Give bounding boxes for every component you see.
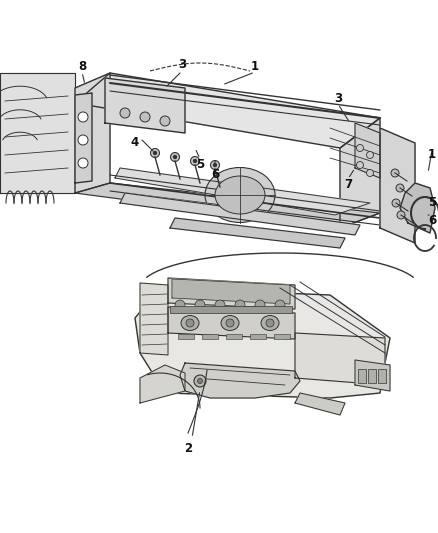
Polygon shape bbox=[400, 183, 435, 233]
Ellipse shape bbox=[205, 167, 275, 222]
Text: 2: 2 bbox=[184, 441, 192, 455]
Polygon shape bbox=[140, 365, 185, 403]
Polygon shape bbox=[355, 123, 380, 178]
Polygon shape bbox=[168, 307, 295, 339]
Polygon shape bbox=[172, 279, 290, 304]
Polygon shape bbox=[120, 193, 360, 235]
Text: 8: 8 bbox=[78, 60, 86, 72]
Circle shape bbox=[275, 300, 285, 310]
Text: 5: 5 bbox=[428, 197, 436, 209]
Circle shape bbox=[78, 135, 88, 145]
Text: 1: 1 bbox=[251, 60, 259, 72]
Polygon shape bbox=[115, 168, 370, 215]
Bar bbox=[368, 369, 376, 383]
Circle shape bbox=[255, 300, 265, 310]
Circle shape bbox=[175, 300, 185, 310]
Polygon shape bbox=[105, 78, 185, 133]
Text: 6: 6 bbox=[211, 168, 219, 182]
Bar bbox=[378, 369, 386, 383]
Circle shape bbox=[120, 108, 130, 118]
Circle shape bbox=[153, 151, 156, 155]
Polygon shape bbox=[355, 360, 390, 391]
Text: 3: 3 bbox=[178, 59, 186, 71]
Circle shape bbox=[367, 151, 374, 158]
Polygon shape bbox=[75, 93, 92, 183]
Bar bbox=[170, 306, 292, 313]
Ellipse shape bbox=[181, 316, 199, 330]
Ellipse shape bbox=[261, 316, 279, 330]
Circle shape bbox=[170, 152, 180, 161]
Text: 4: 4 bbox=[131, 136, 139, 149]
Text: 5: 5 bbox=[196, 158, 204, 172]
Polygon shape bbox=[295, 333, 385, 385]
Circle shape bbox=[191, 157, 199, 166]
Bar bbox=[178, 334, 194, 339]
Circle shape bbox=[367, 169, 374, 176]
Circle shape bbox=[160, 116, 170, 126]
Polygon shape bbox=[75, 73, 110, 193]
Circle shape bbox=[195, 300, 205, 310]
Circle shape bbox=[396, 184, 404, 192]
Polygon shape bbox=[0, 73, 75, 193]
Circle shape bbox=[211, 160, 219, 169]
Circle shape bbox=[392, 199, 400, 207]
Text: 3: 3 bbox=[334, 92, 342, 104]
Circle shape bbox=[186, 319, 194, 327]
Circle shape bbox=[226, 319, 234, 327]
Circle shape bbox=[151, 149, 159, 157]
Polygon shape bbox=[180, 363, 300, 398]
Bar bbox=[274, 334, 290, 339]
Circle shape bbox=[266, 319, 274, 327]
Ellipse shape bbox=[215, 176, 265, 214]
Circle shape bbox=[194, 159, 197, 163]
Circle shape bbox=[194, 375, 206, 387]
Polygon shape bbox=[168, 278, 295, 309]
Circle shape bbox=[78, 112, 88, 122]
Text: 1: 1 bbox=[428, 149, 436, 161]
Polygon shape bbox=[380, 128, 415, 243]
Circle shape bbox=[140, 112, 150, 122]
Polygon shape bbox=[140, 283, 168, 355]
Circle shape bbox=[357, 144, 364, 151]
Circle shape bbox=[215, 300, 225, 310]
Circle shape bbox=[173, 156, 177, 158]
Text: 6: 6 bbox=[428, 214, 436, 228]
Circle shape bbox=[198, 378, 202, 384]
Polygon shape bbox=[75, 183, 380, 228]
Circle shape bbox=[213, 164, 216, 166]
Polygon shape bbox=[135, 288, 390, 398]
Bar bbox=[250, 334, 266, 339]
Bar bbox=[226, 334, 242, 339]
Polygon shape bbox=[75, 73, 380, 148]
Circle shape bbox=[235, 300, 245, 310]
Ellipse shape bbox=[221, 316, 239, 330]
Circle shape bbox=[78, 158, 88, 168]
Polygon shape bbox=[340, 118, 380, 228]
Bar bbox=[202, 334, 218, 339]
Text: 7: 7 bbox=[344, 179, 352, 191]
Polygon shape bbox=[170, 218, 345, 248]
Bar bbox=[358, 369, 366, 383]
Circle shape bbox=[357, 161, 364, 168]
Polygon shape bbox=[295, 393, 345, 415]
Circle shape bbox=[397, 211, 405, 219]
Circle shape bbox=[391, 169, 399, 177]
